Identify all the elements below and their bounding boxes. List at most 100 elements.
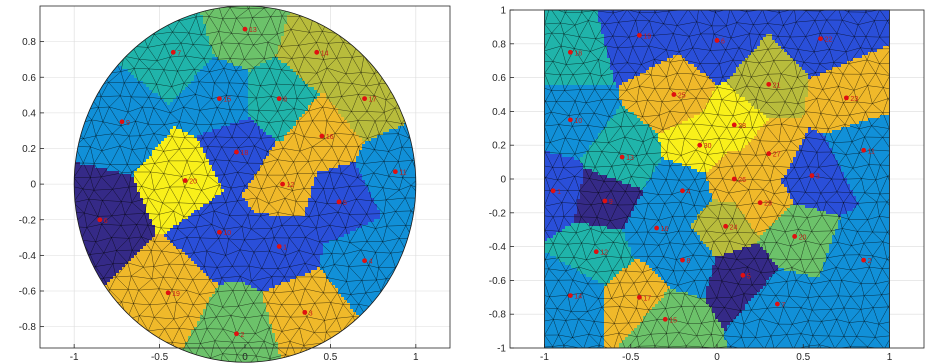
site-label: 13 [249,27,257,34]
site-label: 8 [687,258,691,265]
voronoi-region [619,205,841,348]
site-label: 18 [240,150,248,157]
site-marker [97,217,103,223]
site-label: 30 [704,143,712,150]
site-marker [242,26,248,32]
site-marker [276,96,282,102]
site-label: 14 [574,294,582,301]
site-marker [165,290,171,296]
y-tick-label: 1 [500,6,506,17]
site-label: 19 [643,33,651,40]
y-tick-label: 0.6 [22,73,36,84]
site-marker [619,154,625,160]
site-label: 15 [223,97,231,104]
y-tick-label: -0.4 [19,251,37,262]
y-tick-label: 0 [30,180,36,191]
site-label: 4 [369,259,373,266]
site-label: 11 [868,148,875,155]
voronoi-region [74,30,416,363]
site-label: 3 [816,174,820,181]
site-marker [809,173,815,179]
site-label: 12 [287,182,295,189]
site-marker [714,38,720,43]
site-marker [697,142,703,148]
site-label: 21 [773,82,781,89]
x-tick-label: -1 [70,352,79,363]
site-marker [234,331,239,337]
y-tick-label: 0.4 [22,108,36,119]
site-label: 26 [738,177,746,184]
y-tick-label: 0.6 [492,73,506,84]
site-marker [774,301,780,307]
site-label: 28 [738,123,746,130]
site-marker [216,229,222,235]
site-label: 16 [326,134,334,141]
site-marker [336,199,342,205]
site-marker [757,200,763,206]
site-label: 1 [283,244,287,251]
site-label: 16 [661,226,669,233]
voronoi-region [574,169,778,331]
y-tick-label: -0.2 [489,208,507,219]
y-tick-label: -0.6 [19,287,37,298]
site-marker [362,96,367,102]
voronoi-region [544,85,890,348]
site-marker [861,147,867,153]
y-tick-label: -0.8 [489,310,507,321]
site-label: 23 [850,96,858,103]
y-tick-label: -0.8 [19,322,37,333]
site-label: 29 [764,201,772,208]
site-label: 25 [678,93,686,100]
site-marker [731,176,737,182]
site-label: 12 [600,250,608,257]
x-tick-label: 1 [887,352,893,363]
voronoi-region [164,117,380,291]
site-marker [723,223,729,229]
site-label: 1 [557,189,561,196]
site-marker [731,122,737,128]
site-marker [818,36,823,42]
y-tick-label: -0.2 [19,215,37,226]
site-marker [766,151,772,157]
site-marker [182,178,188,183]
site-marker [119,119,125,125]
domain-field [544,10,890,348]
x-tick-label: 0 [242,352,248,363]
site-marker [314,49,320,55]
x-tick-label: -0.5 [151,352,169,363]
site-marker [593,249,599,255]
site-label: 2 [240,332,244,339]
site-marker [662,316,668,322]
site-marker [550,188,556,194]
y-tick-label: 0 [500,175,506,186]
site-marker [766,81,772,87]
site-marker [567,49,573,55]
site-marker [170,49,176,55]
site-label: 20 [799,234,807,241]
site-label: 14 [321,50,329,57]
site-label: 3 [309,310,313,317]
voronoi-region [74,93,395,363]
site-marker [392,169,398,175]
site-marker [636,294,642,300]
site-label: 10 [574,118,582,125]
site-label: 10 [223,230,231,237]
site-label: 6 [721,38,725,45]
y-tick-label: 0.8 [492,39,506,50]
site-label: 22 [825,37,833,44]
site-marker [680,257,685,263]
site-marker [636,32,642,38]
y-tick-label: 0.8 [22,37,36,48]
site-label: 13 [626,155,634,162]
site-marker [843,95,849,101]
site-label: 4 [687,189,691,196]
y-tick-label: -1 [497,344,506,355]
site-label: 20 [189,179,197,186]
site-marker [654,225,660,231]
site-marker [602,198,608,204]
y-tick-label: 0.2 [492,141,506,152]
voronoi-region [544,10,661,286]
x-tick-label: -1 [540,352,549,363]
